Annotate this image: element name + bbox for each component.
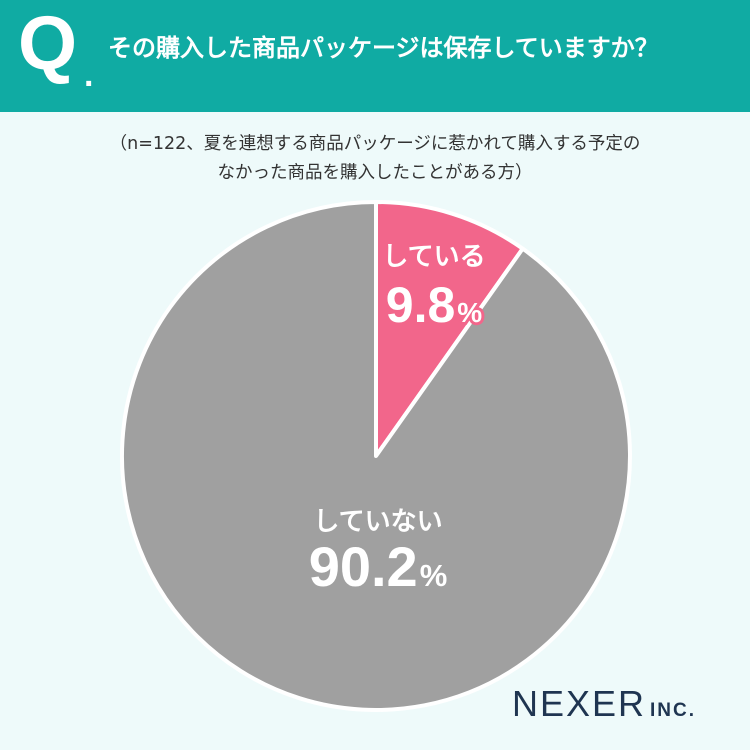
sample-note: （n=122、夏を連想する商品パッケージに惹かれて購入する予定の なかった商品を… [20,130,730,188]
question-header: Q . その購入した商品パッケージは保存していますか？ [0,0,750,112]
brand-name: NEXER [512,683,647,724]
question-q-mark: Q [18,1,78,86]
slice-label-1: している [382,242,485,272]
brand-logo: NEXER INC. [512,686,696,722]
sample-note-line-2: なかった商品を購入したことがある方） [217,163,533,183]
sample-note-line-1: （n=122、夏を連想する商品パッケージに惹かれて購入する予定の [109,134,641,154]
pie-slice-1 [374,200,525,458]
brand-suffix: INC. [650,700,697,721]
question-q-dot: . [84,56,94,94]
slice-label-2: していない [313,507,442,537]
pie-slice-2 [120,200,632,712]
slice-value-1: 9.8% [386,277,483,333]
question-title: その購入した商品パッケージは保存していますか？ [108,34,659,62]
slice-value-2: 90.2% [309,535,448,598]
